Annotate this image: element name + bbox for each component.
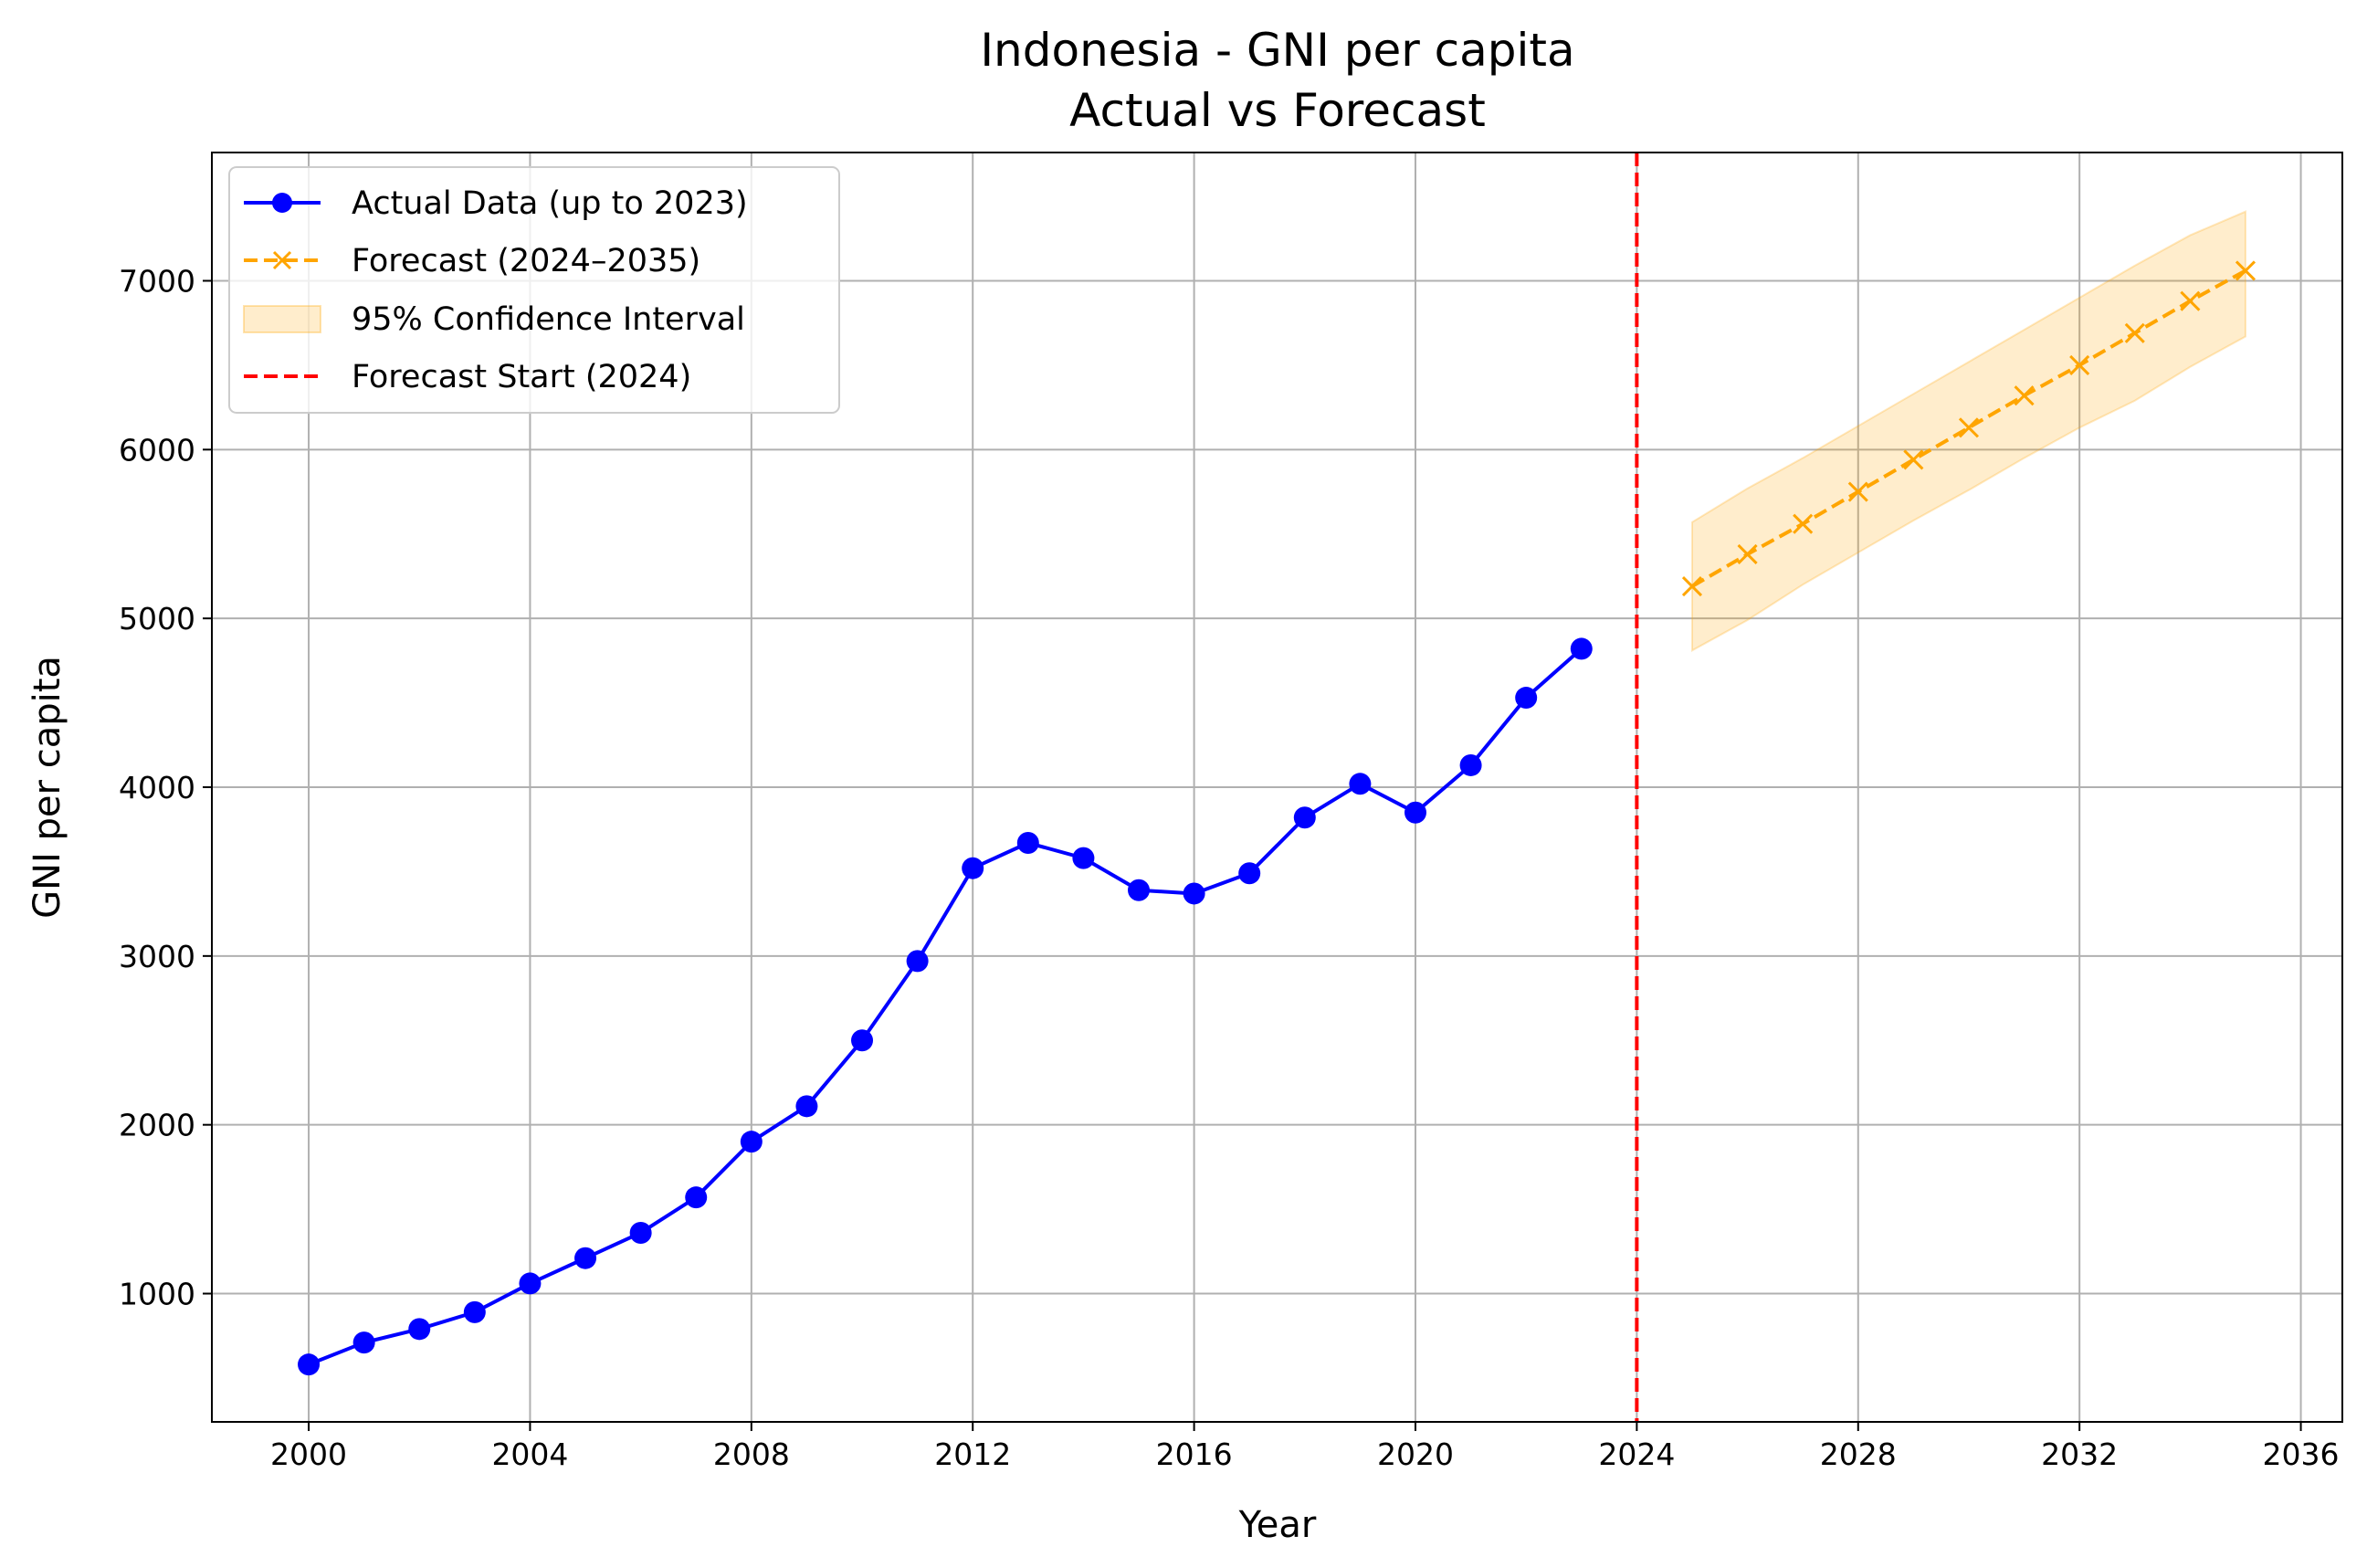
legend-vline-label: Forecast Start (2024) <box>352 359 691 395</box>
actual-point <box>962 857 984 879</box>
x-tick-label: 2012 <box>934 1436 1011 1472</box>
x-tick-label: 2004 <box>491 1436 568 1472</box>
x-axis-ticks: 2000 2004 2008 2012 2016 2020 2024 2028 2032 2036 <box>270 1422 2340 1472</box>
forecast-point <box>1793 513 1814 534</box>
series-layer <box>298 260 2257 1376</box>
actual-point <box>408 1318 431 1341</box>
actual-point <box>795 1095 818 1118</box>
x-tick-label: 2032 <box>2041 1436 2118 1472</box>
x-tick-label: 2024 <box>1598 1436 1675 1472</box>
actual-point <box>1016 831 1039 854</box>
y-tick-label: 7000 <box>119 263 195 299</box>
actual-point <box>1404 801 1426 824</box>
x-axis-title: Year <box>1238 1504 1317 1546</box>
forecast-series-line <box>1690 268 2246 588</box>
forecast-point <box>2014 385 2035 406</box>
confidence-interval-area <box>1690 210 2246 652</box>
actual-point <box>685 1186 708 1209</box>
legend-ci-label: 95% Confidence Interval <box>352 301 745 338</box>
x-tick-label: 2028 <box>1820 1436 1897 1472</box>
forecast-point <box>1681 575 1703 597</box>
forecast-point <box>2069 354 2090 375</box>
actual-point <box>851 1029 874 1052</box>
actual-point <box>574 1247 597 1269</box>
y-tick-label: 4000 <box>119 770 195 805</box>
forecast-point <box>2124 322 2145 343</box>
legend: Actual Data (up to 2023) Forecast (2024–… <box>228 166 840 414</box>
legend-forecast-label: Forecast (2024–2035) <box>352 243 700 279</box>
x-tick-label: 2016 <box>1156 1436 1233 1472</box>
forecast-point <box>2180 290 2201 311</box>
actual-point <box>1349 773 1372 795</box>
actual-point <box>740 1131 763 1153</box>
actual-point <box>463 1300 486 1323</box>
chart-subtitle: Actual vs Forecast <box>1069 84 1486 137</box>
actual-point <box>906 950 929 973</box>
actual-point <box>298 1353 321 1376</box>
chart-title: Indonesia - GNI per capita <box>980 24 1574 77</box>
y-tick-label: 2000 <box>119 1108 195 1143</box>
actual-point <box>1293 806 1316 829</box>
y-tick-label: 6000 <box>119 432 195 468</box>
actual-point <box>1183 882 1205 905</box>
legend-box <box>228 166 840 414</box>
forecast-point <box>1847 481 1868 502</box>
actual-point <box>1238 862 1261 885</box>
forecast-point <box>1958 417 1980 438</box>
x-tick-label: 2036 <box>2263 1436 2340 1472</box>
y-tick-label: 5000 <box>119 601 195 637</box>
y-tick-label: 1000 <box>119 1277 195 1312</box>
x-tick-label: 2008 <box>713 1436 790 1472</box>
y-axis-ticks: 1000 2000 3000 4000 5000 6000 7000 <box>119 263 212 1312</box>
y-axis-title: GNI per capita <box>26 656 68 919</box>
actual-point <box>1515 687 1538 710</box>
actual-point <box>519 1272 542 1295</box>
actual-point <box>1459 753 1482 776</box>
actual-point <box>1072 847 1095 869</box>
actual-point <box>629 1221 652 1244</box>
legend-forecast-marker <box>272 250 292 270</box>
actual-point <box>1570 637 1593 660</box>
actual-point <box>1128 879 1151 901</box>
x-tick-label: 2000 <box>270 1436 347 1472</box>
x-tick-label: 2020 <box>1377 1436 1454 1472</box>
legend-actual-label: Actual Data (up to 2023) <box>352 185 748 222</box>
forecast-point <box>1903 449 1924 470</box>
confidence-interval-band <box>1690 210 2246 652</box>
forecast-point <box>1737 543 1758 564</box>
y-tick-label: 3000 <box>119 939 195 974</box>
legend-ci-swatch <box>243 305 321 333</box>
legend-actual-marker <box>272 193 292 213</box>
forecast-point <box>2235 260 2257 281</box>
actual-point <box>352 1331 375 1354</box>
